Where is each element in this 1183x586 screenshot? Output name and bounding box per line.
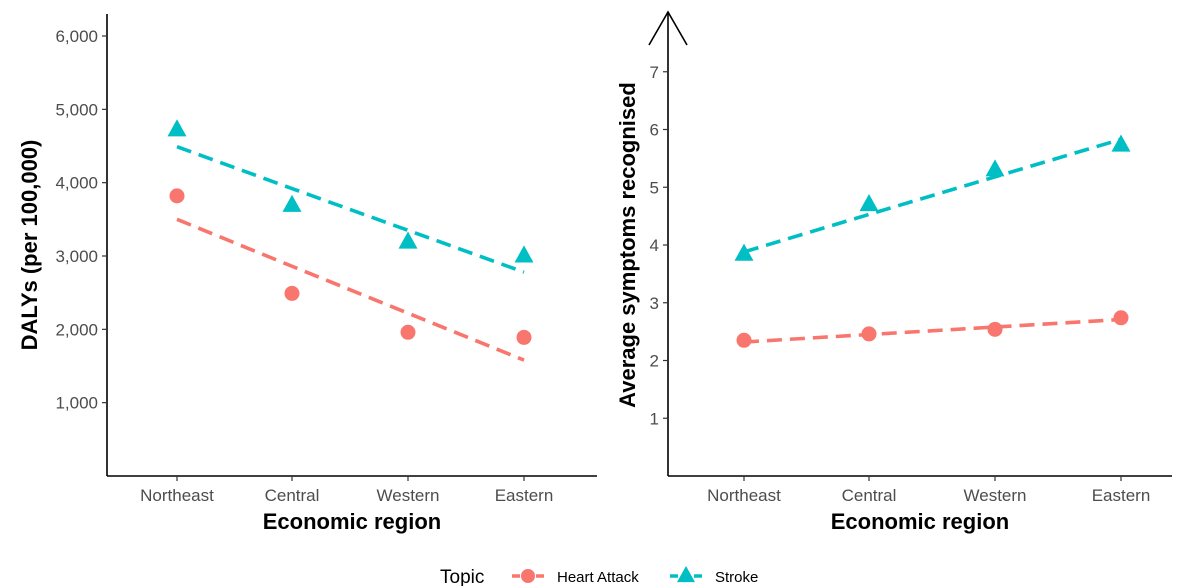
x-axis-title: Economic region bbox=[831, 509, 1009, 534]
series-stroke bbox=[167, 119, 534, 274]
y-tick-label: 5,000 bbox=[55, 100, 98, 119]
data-point bbox=[167, 119, 187, 137]
data-point bbox=[516, 329, 532, 345]
x-tick-label: Central bbox=[842, 486, 897, 505]
x-tick-label: Eastern bbox=[495, 486, 554, 505]
y-axis-title: Average symptoms recognised bbox=[615, 82, 640, 408]
series-heart-attack bbox=[169, 188, 532, 362]
y-tick-label: 4 bbox=[650, 236, 659, 255]
x-tick-label: Northeast bbox=[140, 486, 214, 505]
data-point bbox=[734, 243, 754, 261]
y-tick-label: 6 bbox=[650, 121, 659, 140]
data-point bbox=[169, 188, 185, 204]
legend-key-marker bbox=[677, 565, 695, 583]
y-tick-label: 2 bbox=[650, 352, 659, 371]
legend-title: Topic bbox=[440, 567, 484, 586]
y-tick-label: 3,000 bbox=[55, 247, 98, 266]
data-point bbox=[987, 321, 1003, 337]
x-axis-title: Economic region bbox=[263, 509, 441, 534]
y-tick-label: 1,000 bbox=[55, 394, 98, 413]
y-tick-label: 6,000 bbox=[55, 27, 98, 46]
data-point bbox=[1111, 134, 1131, 152]
data-point bbox=[859, 193, 879, 212]
trend-line bbox=[176, 217, 525, 362]
data-point bbox=[400, 324, 416, 340]
data-point bbox=[514, 245, 534, 263]
y-tick-label: 1 bbox=[650, 409, 659, 428]
y-axis-title: DALYs (per 100,000) bbox=[17, 140, 42, 351]
y-axis-arrowhead bbox=[648, 10, 688, 46]
x-tick-label: Central bbox=[265, 486, 320, 505]
y-tick-label: 7 bbox=[650, 63, 659, 82]
y-tick-label: 5 bbox=[650, 178, 659, 197]
series-stroke bbox=[734, 134, 1131, 261]
data-point bbox=[398, 231, 418, 249]
series-heart-attack bbox=[736, 310, 1129, 348]
data-point bbox=[861, 326, 877, 342]
data-point bbox=[284, 285, 300, 301]
legend-item-heart-attack: Heart Attack bbox=[512, 569, 639, 586]
legend-label: Heart Attack bbox=[557, 569, 639, 586]
y-tick-label: 4,000 bbox=[55, 174, 98, 193]
data-point bbox=[985, 159, 1005, 177]
chart-panel-symptoms: 1 2 3 4 5 6 7 Northeast Central Western Eastern Eco… bbox=[615, 10, 1172, 534]
trend-line bbox=[743, 317, 1122, 344]
legend-label: Stroke bbox=[715, 569, 758, 586]
x-tick-label: Northeast bbox=[707, 486, 781, 505]
trend-line bbox=[743, 137, 1122, 254]
legend-item-stroke: Stroke bbox=[670, 565, 758, 586]
trend-line bbox=[176, 145, 525, 274]
y-tick-label: 2,000 bbox=[55, 320, 98, 339]
x-tick-label: Western bbox=[377, 486, 440, 505]
data-point bbox=[282, 194, 302, 212]
data-point bbox=[1113, 310, 1129, 326]
data-point bbox=[736, 332, 752, 348]
y-tick-label: 3 bbox=[650, 294, 659, 313]
legend-key-marker bbox=[521, 569, 535, 583]
legend: Topic Heart Attack Stroke bbox=[440, 565, 758, 586]
x-tick-label: Western bbox=[964, 486, 1027, 505]
x-tick-label: Eastern bbox=[1092, 486, 1151, 505]
chart-panel-dalys: 1,000 2,000 3,000 4,000 5,000 6,000 Northeast C… bbox=[17, 14, 597, 534]
